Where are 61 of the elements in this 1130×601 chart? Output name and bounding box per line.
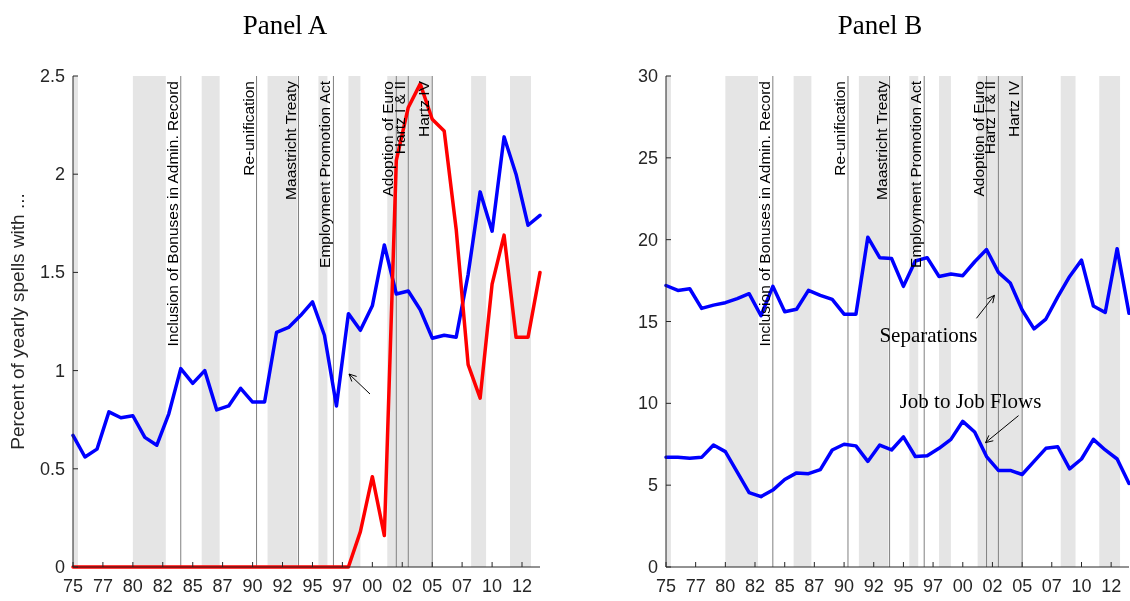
ref-line-label: Hartz IV — [1005, 80, 1023, 137]
x-tick-label: 80 — [122, 576, 143, 596]
y-tick-label: 0.5 — [39, 458, 65, 479]
y-tick-label: 20 — [637, 229, 658, 250]
x-tick-label: 80 — [715, 576, 736, 596]
ref-line-label: Employment Promotion Act — [316, 80, 334, 268]
x-tick-label: 02 — [982, 576, 1003, 596]
ref-line-label: Maastricht Treaty — [872, 80, 890, 200]
chart-title: Panel B — [837, 10, 923, 40]
ref-line-label: Inclusion of Bonuses in Admin. Record — [163, 81, 181, 347]
y-tick-label: 2.5 — [39, 66, 65, 86]
y-tick-label: 5 — [647, 475, 658, 496]
x-tick-label: 87 — [804, 576, 825, 596]
x-tick-label: 92 — [272, 576, 293, 596]
ref-line-label: Employment Promotion Act — [907, 80, 925, 268]
chart-title: Panel A — [242, 10, 328, 40]
x-tick-label: 90 — [834, 576, 855, 596]
x-tick-label: 75 — [655, 576, 677, 596]
y-tick-label: 15 — [637, 311, 658, 332]
x-tick-label: 10 — [482, 576, 503, 596]
x-tick-label: 00 — [362, 576, 383, 596]
x-tick-label: 02 — [392, 576, 413, 596]
y-tick-label: 1 — [54, 360, 65, 381]
y-tick-label: 10 — [637, 393, 658, 414]
y-tick-label: 2 — [54, 164, 65, 185]
x-tick-label: 07 — [1041, 576, 1062, 596]
x-tick-label: 92 — [863, 576, 884, 596]
x-tick-label: 90 — [242, 576, 263, 596]
y-tick-label: 1.5 — [39, 262, 65, 283]
ref-line-label: Hartz IV — [415, 80, 433, 137]
x-tick-label: 12 — [1101, 576, 1122, 596]
x-tick-label: 00 — [952, 576, 973, 596]
x-tick-label: 97 — [332, 576, 353, 596]
x-tick-label: 75 — [62, 576, 84, 596]
x-tick-label: 05 — [422, 576, 443, 596]
ref-line-label: Re-unification — [239, 81, 257, 176]
y-tick-label: 30 — [637, 66, 658, 86]
line-series — [664, 419, 1130, 499]
x-tick-label: 85 — [182, 576, 203, 596]
ref-line-label: Maastricht Treaty — [281, 80, 299, 200]
y-tick-label: 0 — [647, 557, 658, 577]
x-tick-label: 82 — [152, 576, 173, 596]
x-tick-label: 05 — [1012, 576, 1033, 596]
x-tick-label: 12 — [511, 576, 533, 596]
annotation: Separations — [879, 323, 978, 348]
y-tick-label: 25 — [637, 147, 658, 168]
x-tick-label: 95 — [302, 576, 323, 596]
x-tick-label: 10 — [1071, 576, 1092, 596]
x-tick-label: 87 — [212, 576, 233, 596]
x-tick-label: 77 — [685, 576, 706, 596]
x-tick-label: 82 — [744, 576, 766, 596]
annotation: Job to Job Flows — [899, 388, 1042, 413]
x-tick-label: 07 — [452, 576, 473, 596]
ref-line-label: Re-unification — [830, 81, 848, 176]
ref-line-label: Inclusion of Bonuses in Admin. Record — [755, 81, 773, 347]
y-tick-label: 0 — [54, 557, 65, 577]
x-tick-label: 85 — [774, 576, 795, 596]
x-tick-label: 95 — [893, 576, 914, 596]
y-axis-title: Percent of yearly spells with ... — [7, 193, 28, 450]
x-tick-label: 97 — [923, 576, 944, 596]
x-tick-label: 77 — [92, 576, 113, 596]
